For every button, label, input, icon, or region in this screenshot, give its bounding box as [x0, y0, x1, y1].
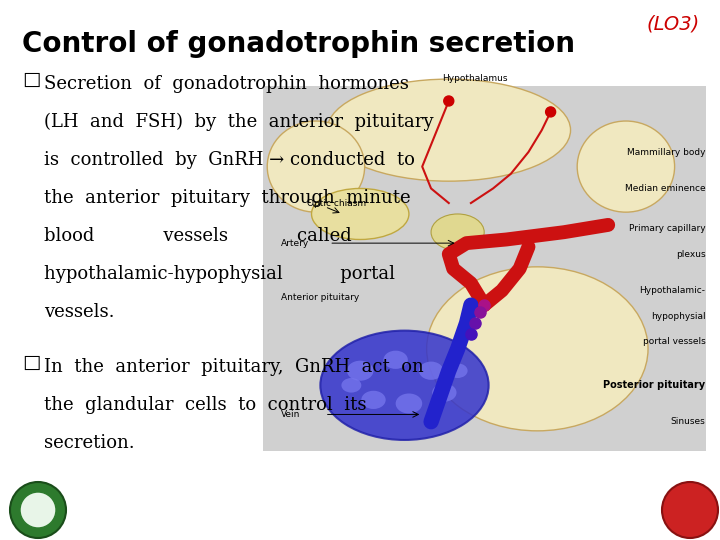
Text: portal vessels: portal vessels — [643, 337, 706, 346]
Text: (LO3): (LO3) — [647, 15, 700, 34]
Ellipse shape — [427, 267, 648, 431]
Text: Anterior pituitary: Anterior pituitary — [281, 293, 359, 302]
Circle shape — [662, 482, 718, 538]
Ellipse shape — [347, 361, 374, 381]
Ellipse shape — [341, 378, 361, 393]
Text: plexus: plexus — [676, 249, 706, 259]
Ellipse shape — [432, 383, 456, 402]
Text: In  the  anterior  pituitary,  GnRH  act  on: In the anterior pituitary, GnRH act on — [44, 358, 424, 376]
Text: Posterior pituitary: Posterior pituitary — [603, 380, 706, 390]
Ellipse shape — [327, 79, 570, 181]
Ellipse shape — [431, 214, 485, 251]
Circle shape — [10, 482, 66, 538]
Ellipse shape — [384, 350, 408, 369]
Text: hypophysial: hypophysial — [651, 312, 706, 321]
Text: Hypothalamic-: Hypothalamic- — [639, 286, 706, 295]
Ellipse shape — [396, 394, 422, 414]
Text: is  controlled  by  GnRH → conducted  to: is controlled by GnRH → conducted to — [44, 151, 415, 169]
Text: hypothalamic-hypophysial          portal: hypothalamic-hypophysial portal — [44, 265, 395, 283]
Text: □: □ — [22, 70, 40, 89]
Ellipse shape — [320, 330, 489, 440]
Text: vessels.: vessels. — [44, 303, 114, 321]
Text: Median eminence: Median eminence — [625, 184, 706, 193]
Ellipse shape — [312, 188, 409, 239]
Text: (LH  and  FSH)  by  the  anterior  pituitary: (LH and FSH) by the anterior pituitary — [44, 113, 433, 131]
Text: the  glandular  cells  to  control  its: the glandular cells to control its — [44, 396, 366, 414]
Text: secretion.: secretion. — [44, 434, 135, 452]
Ellipse shape — [361, 391, 386, 409]
Text: Vein: Vein — [281, 410, 300, 419]
Text: Secretion  of  gonadotrophin  hormones: Secretion of gonadotrophin hormones — [44, 75, 409, 93]
Ellipse shape — [577, 121, 675, 212]
Ellipse shape — [267, 121, 364, 212]
Circle shape — [546, 107, 556, 117]
Text: Control of gonadotrophin secretion: Control of gonadotrophin secretion — [22, 30, 575, 58]
Ellipse shape — [419, 362, 444, 380]
Text: Primary capillary: Primary capillary — [629, 224, 706, 233]
Circle shape — [444, 96, 454, 106]
FancyBboxPatch shape — [263, 86, 706, 451]
Text: Sinuses: Sinuses — [671, 417, 706, 426]
Ellipse shape — [448, 363, 467, 378]
Text: the  anterior  pituitary  through  minute: the anterior pituitary through minute — [44, 189, 410, 207]
Text: Artery: Artery — [281, 239, 309, 248]
Text: Optic chiasm: Optic chiasm — [307, 199, 366, 207]
Text: □: □ — [22, 353, 40, 372]
Text: blood            vessels            called: blood vessels called — [44, 227, 352, 245]
Circle shape — [20, 492, 56, 528]
Text: Hypothalamus: Hypothalamus — [443, 74, 508, 83]
Text: Mammillary body: Mammillary body — [627, 147, 706, 157]
